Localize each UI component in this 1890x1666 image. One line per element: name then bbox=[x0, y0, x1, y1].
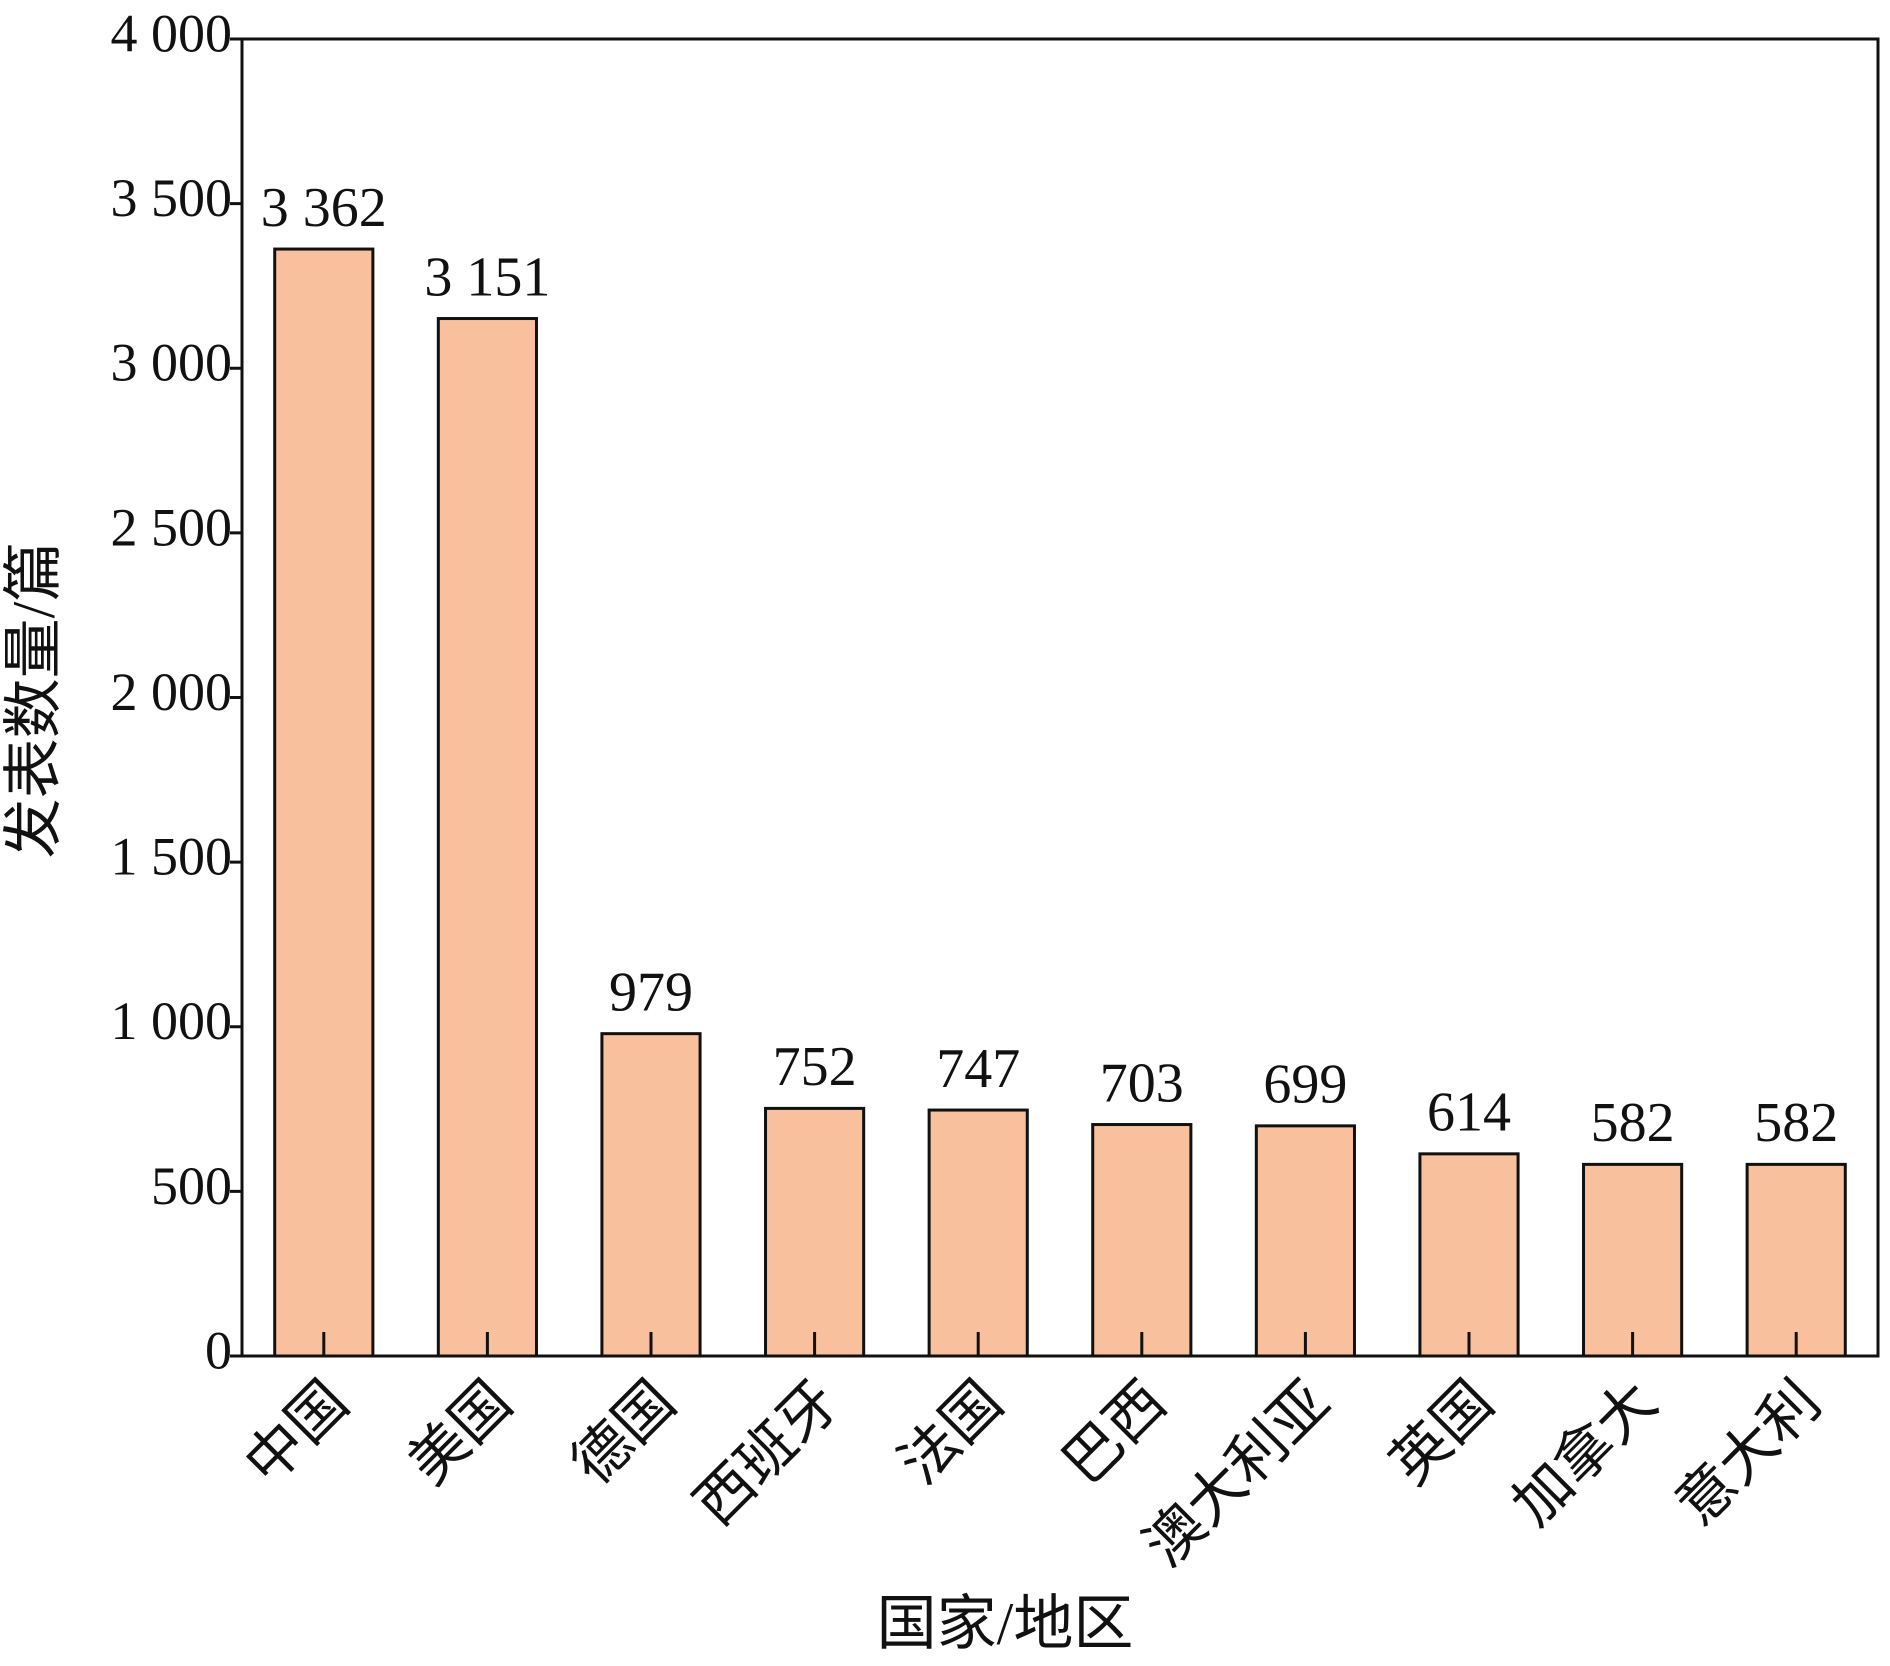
value-label: 979 bbox=[609, 962, 693, 1024]
bar bbox=[1091, 1123, 1193, 1358]
bar bbox=[600, 1032, 702, 1358]
bar bbox=[1582, 1162, 1684, 1358]
y-tick-label: 3 500 bbox=[111, 168, 233, 228]
y-tick-label: 500 bbox=[151, 1156, 232, 1216]
x-tick-label: 英国 bbox=[1378, 1369, 1506, 1497]
y-tick-label: 1 500 bbox=[111, 827, 233, 887]
y-tick-label: 0 bbox=[205, 1320, 232, 1380]
bar bbox=[273, 247, 375, 1358]
value-label: 752 bbox=[773, 1036, 857, 1098]
value-label: 3 362 bbox=[261, 177, 387, 239]
y-tick-label: 2 500 bbox=[111, 497, 233, 557]
value-label: 3 151 bbox=[424, 246, 550, 308]
y-axis-title: 发表数量/篇 bbox=[1, 542, 67, 859]
x-tick-label: 加拿大 bbox=[1500, 1369, 1669, 1538]
x-tick-label: 德国 bbox=[560, 1369, 688, 1497]
value-label: 747 bbox=[936, 1038, 1020, 1100]
bar bbox=[1418, 1152, 1520, 1358]
value-label: 582 bbox=[1591, 1092, 1675, 1154]
x-tick-label: 巴西 bbox=[1050, 1369, 1178, 1497]
value-label: 582 bbox=[1754, 1092, 1838, 1154]
value-label: 699 bbox=[1263, 1054, 1347, 1116]
bar bbox=[1254, 1124, 1356, 1358]
x-tick-label: 中国 bbox=[232, 1369, 360, 1497]
x-tick-label: 意大利 bbox=[1664, 1369, 1833, 1538]
x-tick-label: 法国 bbox=[887, 1369, 1015, 1497]
value-label: 614 bbox=[1427, 1082, 1511, 1144]
bar bbox=[764, 1106, 866, 1358]
x-tick-label: 美国 bbox=[396, 1369, 524, 1497]
y-tick-label: 1 000 bbox=[111, 991, 233, 1051]
y-tick-label: 4 000 bbox=[111, 3, 233, 63]
x-axis-title: 国家/地区 bbox=[877, 1591, 1134, 1657]
x-tick-label: 西班牙 bbox=[682, 1369, 851, 1538]
y-tick-label: 3 000 bbox=[111, 333, 233, 393]
y-tick-label: 2 000 bbox=[111, 662, 233, 722]
bar bbox=[436, 317, 538, 1358]
value-label: 703 bbox=[1100, 1052, 1184, 1114]
bar bbox=[927, 1108, 1029, 1358]
bar bbox=[1745, 1162, 1847, 1358]
